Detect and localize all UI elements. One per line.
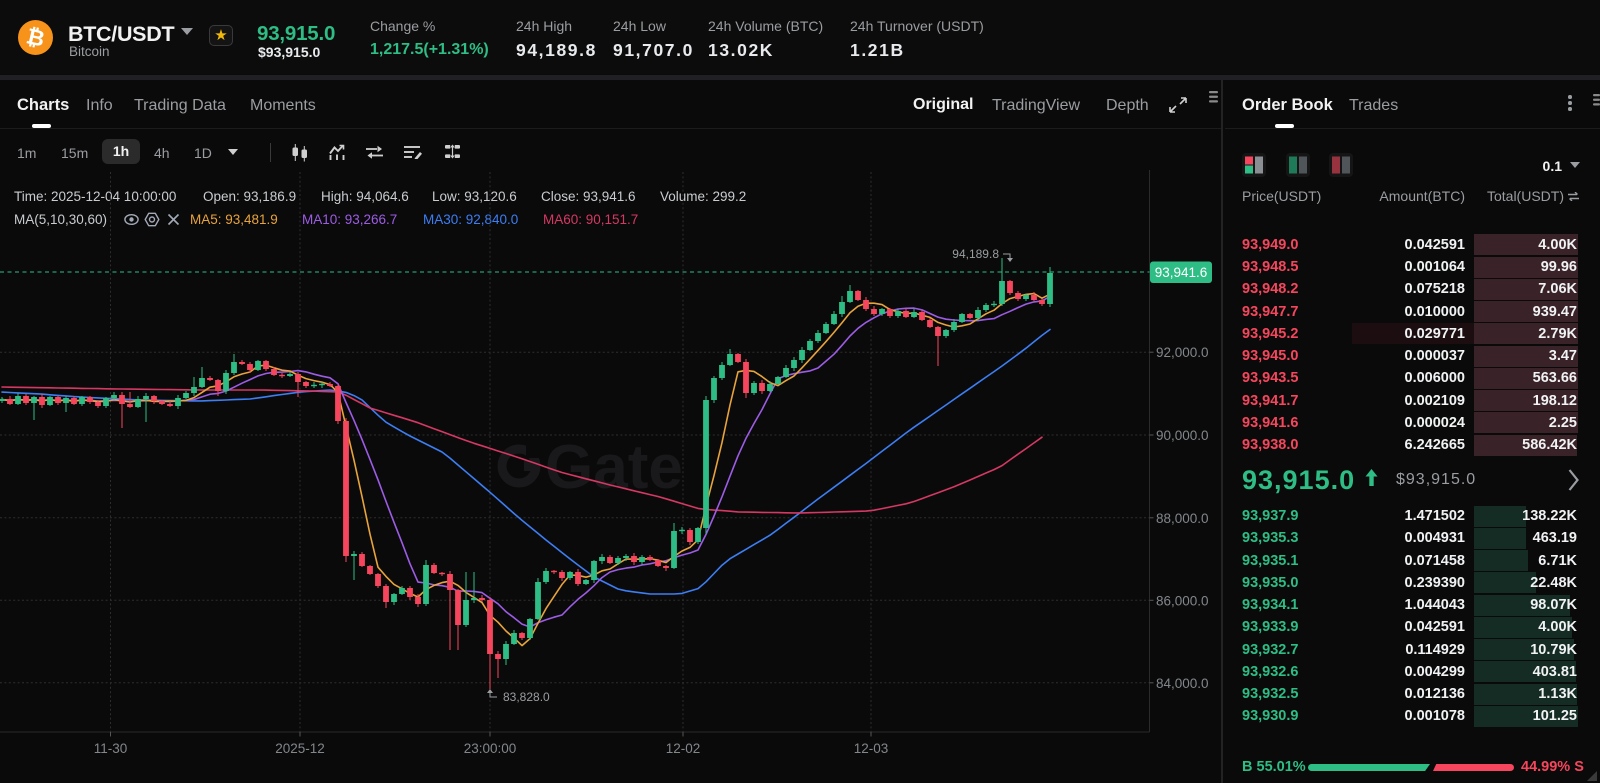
svg-text:2025-12: 2025-12 — [275, 741, 325, 756]
svg-text:12-02: 12-02 — [666, 741, 701, 756]
svg-text:90,000.0: 90,000.0 — [1156, 428, 1209, 443]
svg-text:92,000.0: 92,000.0 — [1156, 345, 1209, 360]
svg-text:83,828.0: 83,828.0 — [503, 690, 550, 704]
svg-text:23:00:00: 23:00:00 — [464, 741, 517, 756]
svg-text:93,941.6: 93,941.6 — [1155, 265, 1208, 280]
svg-text:12-03: 12-03 — [854, 741, 889, 756]
svg-text:11-30: 11-30 — [94, 741, 128, 756]
svg-text:88,000.0: 88,000.0 — [1156, 511, 1209, 526]
svg-text:86,000.0: 86,000.0 — [1156, 593, 1209, 608]
svg-text:Gate: Gate — [545, 433, 683, 502]
svg-text:94,189.8: 94,189.8 — [952, 247, 999, 261]
svg-text:84,000.0: 84,000.0 — [1156, 676, 1209, 691]
